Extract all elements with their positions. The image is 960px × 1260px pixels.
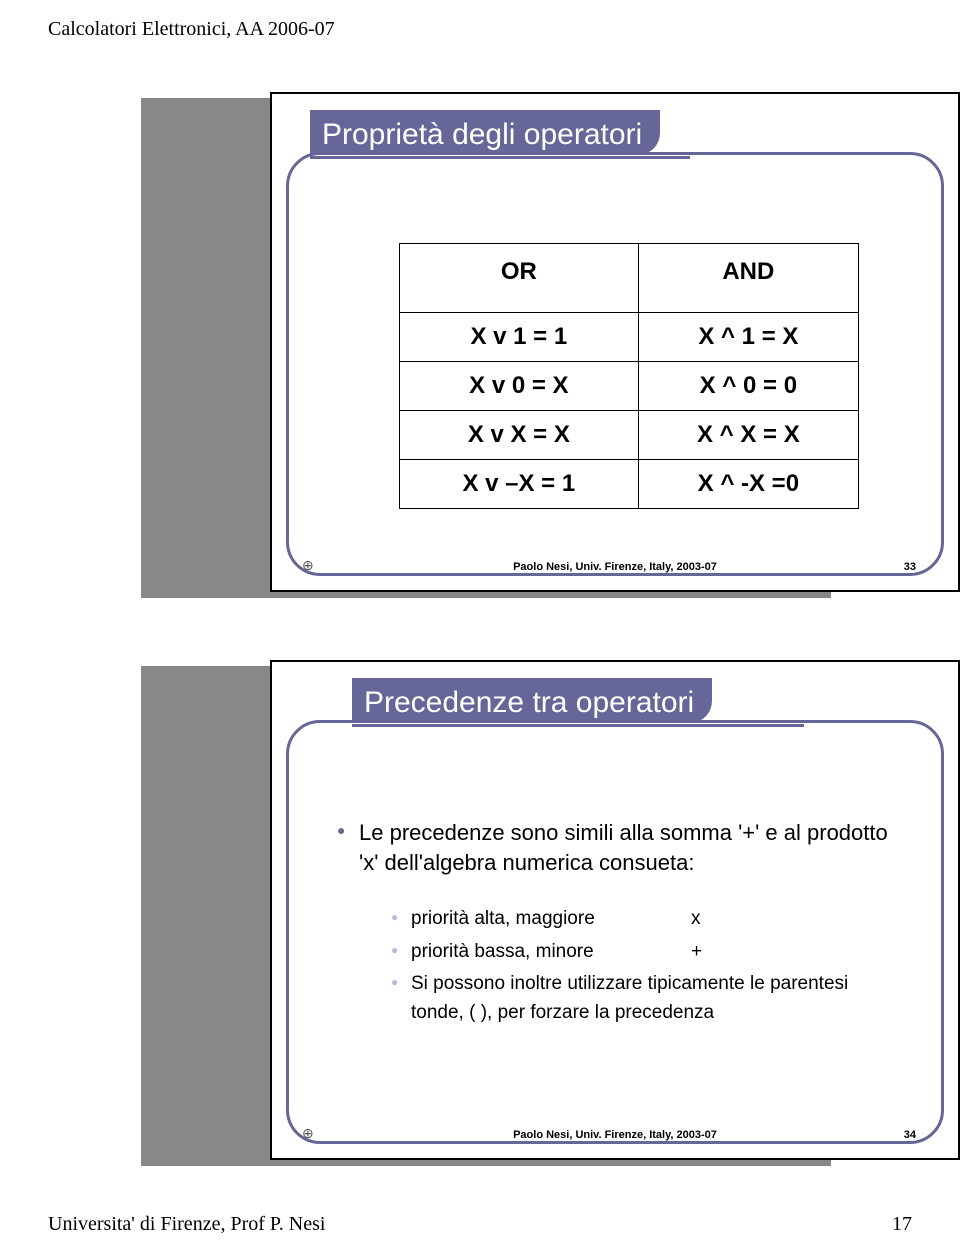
- cell: X v 1 = 1: [400, 313, 639, 362]
- title-underline: [352, 724, 804, 727]
- slide-content: Le precedenze sono simili alla somma '+'…: [337, 818, 893, 1031]
- sub-list: priorità alta, maggiore x priorità bassa…: [337, 905, 893, 1027]
- cell: X ^ 0 = 0: [638, 362, 858, 411]
- slide-footer: Paolo Nesi, Univ. Firenze, Italy, 2003-0…: [272, 1129, 958, 1141]
- slide-inner-frame: OR AND X v 1 = 1 X ^ 1 = X X v 0 = X X ^…: [286, 152, 944, 576]
- page-number: 17: [892, 1213, 912, 1236]
- properties-table: OR AND X v 1 = 1 X ^ 1 = X X v 0 = X X ^…: [399, 243, 859, 509]
- table-row: X v 0 = X X ^ 0 = 0: [400, 362, 859, 411]
- table-row: X v 1 = 1 X ^ 1 = X: [400, 313, 859, 362]
- cell: X ^ -X =0: [638, 460, 858, 509]
- table-row: X v X = X X ^ X = X: [400, 411, 859, 460]
- page-footer: Universita' di Firenze, Prof P. Nesi: [48, 1213, 325, 1236]
- table-row: X v –X = 1 X ^ -X =0: [400, 460, 859, 509]
- slide-footer: Paolo Nesi, Univ. Firenze, Italy, 2003-0…: [272, 561, 958, 573]
- cell: X v 0 = X: [400, 362, 639, 411]
- main-bullet: Le precedenze sono simili alla somma '+'…: [337, 818, 893, 877]
- col-and: AND: [638, 244, 858, 313]
- sub-symbol: x: [691, 905, 701, 934]
- slide-number: 33: [904, 561, 916, 573]
- list-item: priorità alta, maggiore x: [391, 905, 893, 934]
- col-or: OR: [400, 244, 639, 313]
- slide-inner-frame: Le precedenze sono simili alla somma '+'…: [286, 720, 944, 1144]
- sub-label: priorità bassa, minore: [411, 938, 691, 967]
- slide-number: 34: [904, 1129, 916, 1141]
- page-header: Calcolatori Elettronici, AA 2006-07: [48, 18, 335, 41]
- sub-label: priorità alta, maggiore: [411, 905, 691, 934]
- slide-title: Precedenze tra operatori: [352, 678, 712, 723]
- table-header-row: OR AND: [400, 244, 859, 313]
- cell: X v X = X: [400, 411, 639, 460]
- sub-symbol: +: [691, 938, 702, 967]
- cell: X ^ X = X: [638, 411, 858, 460]
- title-underline: [310, 156, 690, 159]
- cell: X v –X = 1: [400, 460, 639, 509]
- slide-1: Proprietà degli operatori OR AND X v 1 =…: [270, 92, 960, 592]
- list-item: priorità bassa, minore +: [391, 938, 893, 967]
- slide-2: Precedenze tra operatori Le precedenze s…: [270, 660, 960, 1160]
- sub-label: Si possono inoltre utilizzare tipicament…: [411, 973, 848, 1023]
- cell: X ^ 1 = X: [638, 313, 858, 362]
- list-item: Si possono inoltre utilizzare tipicament…: [391, 970, 893, 1027]
- slide-title: Proprietà degli operatori: [310, 110, 660, 155]
